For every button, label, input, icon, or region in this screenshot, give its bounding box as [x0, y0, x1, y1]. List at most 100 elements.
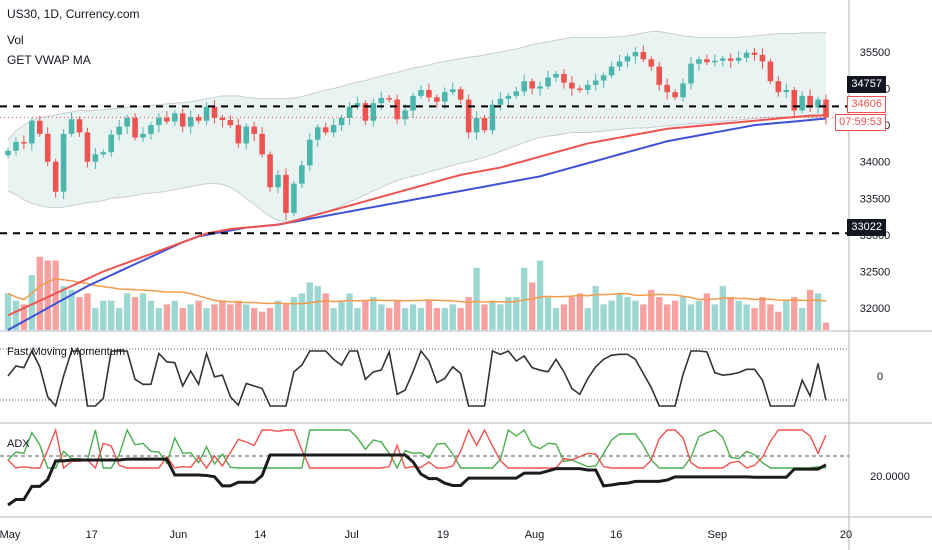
candle-body: [767, 61, 774, 82]
indicator-lines: [0, 348, 849, 507]
bollinger-lower-line: [7, 116, 826, 223]
candle-body: [68, 119, 75, 134]
volume-bar: [116, 308, 123, 330]
candles: [5, 45, 829, 221]
candle-body: [378, 98, 385, 104]
volume-bar: [703, 293, 711, 330]
candle-body: [537, 86, 543, 89]
candle-body: [394, 99, 400, 120]
candle-body: [656, 66, 663, 85]
candle-body: [457, 89, 464, 100]
volume-bar: [314, 286, 321, 330]
candle-body: [291, 183, 297, 213]
volume-bar: [759, 297, 766, 330]
time-axis-tick: 17: [86, 529, 98, 541]
candle-body: [156, 117, 162, 126]
candle-body: [370, 103, 377, 121]
price-axis-tick: 32500: [860, 266, 891, 278]
time-axis-tick: 20: [840, 529, 852, 541]
candle-body: [672, 92, 678, 98]
candle-body: [386, 98, 392, 100]
volume-bar: [36, 256, 43, 330]
candle-body: [29, 120, 35, 144]
candle-body: [227, 120, 234, 126]
candle-body: [84, 132, 91, 162]
volume-bar: [735, 300, 742, 330]
vol-indicator-label[interactable]: Vol: [7, 33, 24, 47]
volume-bar: [298, 293, 306, 330]
volume-bar: [12, 300, 20, 330]
candle-body: [569, 82, 575, 89]
volume-bar: [489, 300, 496, 330]
volume-bar: [640, 304, 647, 330]
candle-body: [203, 106, 210, 121]
volume-bar: [84, 293, 91, 330]
volume-bar: [76, 297, 83, 330]
volume-bar: [584, 308, 591, 330]
candle-body: [688, 63, 694, 84]
candle-body: [426, 90, 432, 98]
time-axis-tick: May: [0, 529, 21, 541]
volume-bar: [243, 304, 250, 330]
volume-bar: [187, 304, 194, 330]
volume-ma-line: [7, 278, 827, 305]
volume-bar: [552, 308, 560, 330]
candle-body: [497, 98, 504, 105]
candle-body: [823, 99, 829, 118]
candle-body: [553, 73, 559, 78]
volume-bar: [108, 300, 115, 330]
candle-body: [465, 99, 472, 133]
volume-bar: [632, 300, 639, 330]
volume-bar: [624, 297, 631, 330]
candle-body: [680, 83, 686, 98]
candle-body: [799, 95, 805, 111]
candle-body: [195, 117, 202, 121]
volume-bar: [663, 304, 671, 330]
momentum-pane-label[interactable]: Fast Moving Momentum: [7, 346, 125, 358]
candle-body: [251, 126, 257, 134]
volume-bar: [370, 297, 377, 330]
symbol-title[interactable]: US30, 1D, Currency.com: [7, 7, 140, 21]
volume-bar: [290, 297, 298, 330]
candle-body: [179, 113, 186, 127]
volume-bar: [417, 308, 425, 330]
candle-body: [354, 103, 361, 107]
candle-body: [545, 77, 551, 87]
volume-bar: [648, 289, 655, 330]
volume-bar: [457, 308, 464, 330]
candle-body: [640, 51, 647, 60]
vwap-ma-indicator-label[interactable]: GET VWAP MA: [7, 53, 91, 67]
candle-body: [235, 125, 242, 144]
volume-bar: [600, 304, 607, 330]
volume-bar: [386, 308, 393, 330]
volume-bar: [473, 267, 480, 330]
candle-body: [775, 81, 782, 93]
volume-bar: [465, 297, 472, 330]
volume-bar: [401, 308, 409, 330]
volume-bar: [425, 300, 433, 330]
candle-body: [108, 134, 115, 153]
candle-body: [187, 117, 194, 127]
volume-bar: [727, 297, 734, 330]
candle-body: [815, 99, 821, 108]
candle-body: [148, 125, 154, 134]
candle-body: [513, 91, 520, 96]
candle-body: [307, 139, 313, 166]
volume-bar: [393, 300, 401, 330]
candle-body: [410, 95, 416, 111]
candle-body: [624, 56, 631, 62]
volume-bar: [767, 304, 774, 330]
time-axis-tick: Sep: [708, 529, 728, 541]
volume-bar: [28, 275, 36, 330]
candle-body: [751, 52, 758, 55]
volume-bar: [798, 308, 806, 330]
candle-body: [314, 127, 321, 140]
volume-bar: [354, 308, 361, 330]
volume-bar: [822, 322, 830, 330]
volume-bar: [568, 297, 576, 330]
volume-bar: [52, 260, 59, 330]
volume-bar: [123, 293, 131, 330]
adx-pane-label[interactable]: ADX: [7, 438, 30, 450]
volume-bar: [92, 308, 99, 330]
